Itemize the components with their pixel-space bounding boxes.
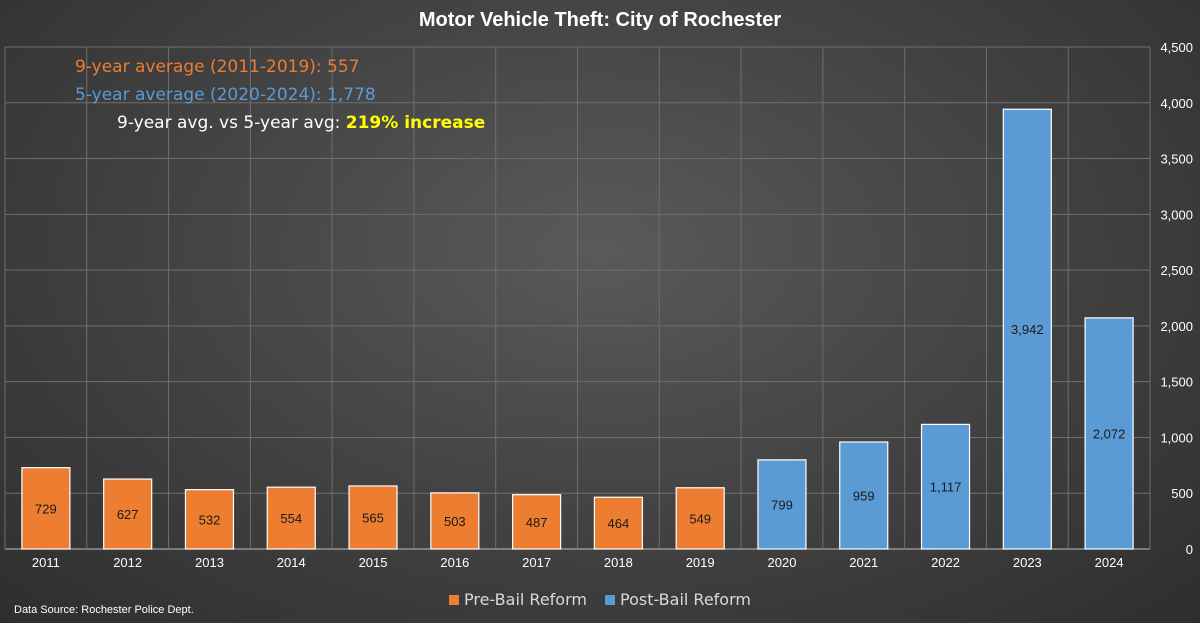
y-tick-label: 2,500 <box>1160 263 1193 278</box>
bar <box>839 441 889 550</box>
bar <box>675 487 725 550</box>
data-label: 549 <box>689 511 711 526</box>
data-label: 2,072 <box>1093 426 1126 441</box>
bar <box>1084 317 1134 550</box>
x-tick-label: 2020 <box>768 555 797 570</box>
bar <box>266 486 316 550</box>
data-label: 565 <box>362 510 384 525</box>
legend-swatch-pre <box>449 594 460 605</box>
x-tick-label: 2018 <box>604 555 633 570</box>
data-label: 464 <box>608 516 630 531</box>
y-tick-label: 1,000 <box>1160 430 1193 445</box>
x-tick-label: 2021 <box>849 555 878 570</box>
bar <box>593 496 643 550</box>
post-average-label: 5-year average (2020-2024): <box>75 85 322 105</box>
bar <box>920 423 971 550</box>
data-label: 1,117 <box>930 480 962 495</box>
x-tick-label: 2017 <box>522 555 551 570</box>
x-tick-label: 2013 <box>195 555 224 570</box>
comparison-value: 219% increase <box>345 113 486 133</box>
legend-swatch-post <box>604 594 615 605</box>
bar <box>184 489 235 550</box>
x-tick-label: 2024 <box>1095 555 1124 570</box>
x-tick-label: 2014 <box>277 555 306 570</box>
data-label: 959 <box>853 489 875 504</box>
bar <box>512 494 562 550</box>
data-label: 3,942 <box>1011 322 1044 337</box>
x-tick-label: 2019 <box>686 555 715 570</box>
legend-item-pre: Pre-Bail Reform <box>449 590 587 609</box>
x-tick-label: 2012 <box>113 555 142 570</box>
post-average-note: 5-year average (2020-2024): 1,778 <box>75 85 376 105</box>
x-tick-label: 2015 <box>359 555 388 570</box>
post-average-value: 1,778 <box>327 85 376 105</box>
data-label: 487 <box>526 515 548 530</box>
y-tick-label: 4,500 <box>1160 40 1193 55</box>
y-tick-label: 3,500 <box>1160 152 1193 167</box>
chart-title: Motor Vehicle Theft: City of Rochester <box>418 9 782 31</box>
legend: Pre-Bail Reform Post-Bail Reform <box>0 590 1200 609</box>
y-tick-label: 3,000 <box>1160 207 1193 222</box>
y-tick-label: 4,000 <box>1160 96 1193 111</box>
data-label: 799 <box>771 497 793 512</box>
legend-label-pre: Pre-Bail Reform <box>464 590 587 609</box>
bar <box>757 459 807 550</box>
pre-average-note: 9-year average (2011-2019): 557 <box>75 57 360 77</box>
y-tick-label: 2,000 <box>1160 319 1193 334</box>
bar <box>1002 108 1052 550</box>
bar <box>21 467 71 550</box>
y-tick-label: 0 <box>1186 542 1193 557</box>
x-tick-label: 2022 <box>931 555 960 570</box>
data-label: 627 <box>117 507 139 522</box>
x-tick-label: 2011 <box>32 555 60 570</box>
y-tick-label: 500 <box>1171 486 1193 501</box>
bar <box>430 492 480 550</box>
data-label: 729 <box>35 501 57 516</box>
pre-average-label: 9-year average (2011-2019): <box>75 57 322 77</box>
x-tick-label: 2016 <box>440 555 469 570</box>
y-tick-label: 1,500 <box>1160 375 1193 390</box>
legend-item-post: Post-Bail Reform <box>604 590 751 609</box>
x-tick-label: 2023 <box>1013 555 1042 570</box>
legend-label-post: Post-Bail Reform <box>619 590 751 609</box>
data-label: 554 <box>280 511 302 526</box>
data-source: Data Source: Rochester Police Dept. <box>14 604 194 616</box>
comparison-note: 9-year avg. vs 5-year avg: 219% increase <box>117 113 485 133</box>
comparison-label: 9-year avg. vs 5-year avg: <box>117 113 341 133</box>
bar <box>348 485 398 550</box>
bar <box>103 478 153 550</box>
pre-average-value: 557 <box>327 57 360 77</box>
data-label: 503 <box>444 514 466 529</box>
data-label: 532 <box>199 512 221 527</box>
